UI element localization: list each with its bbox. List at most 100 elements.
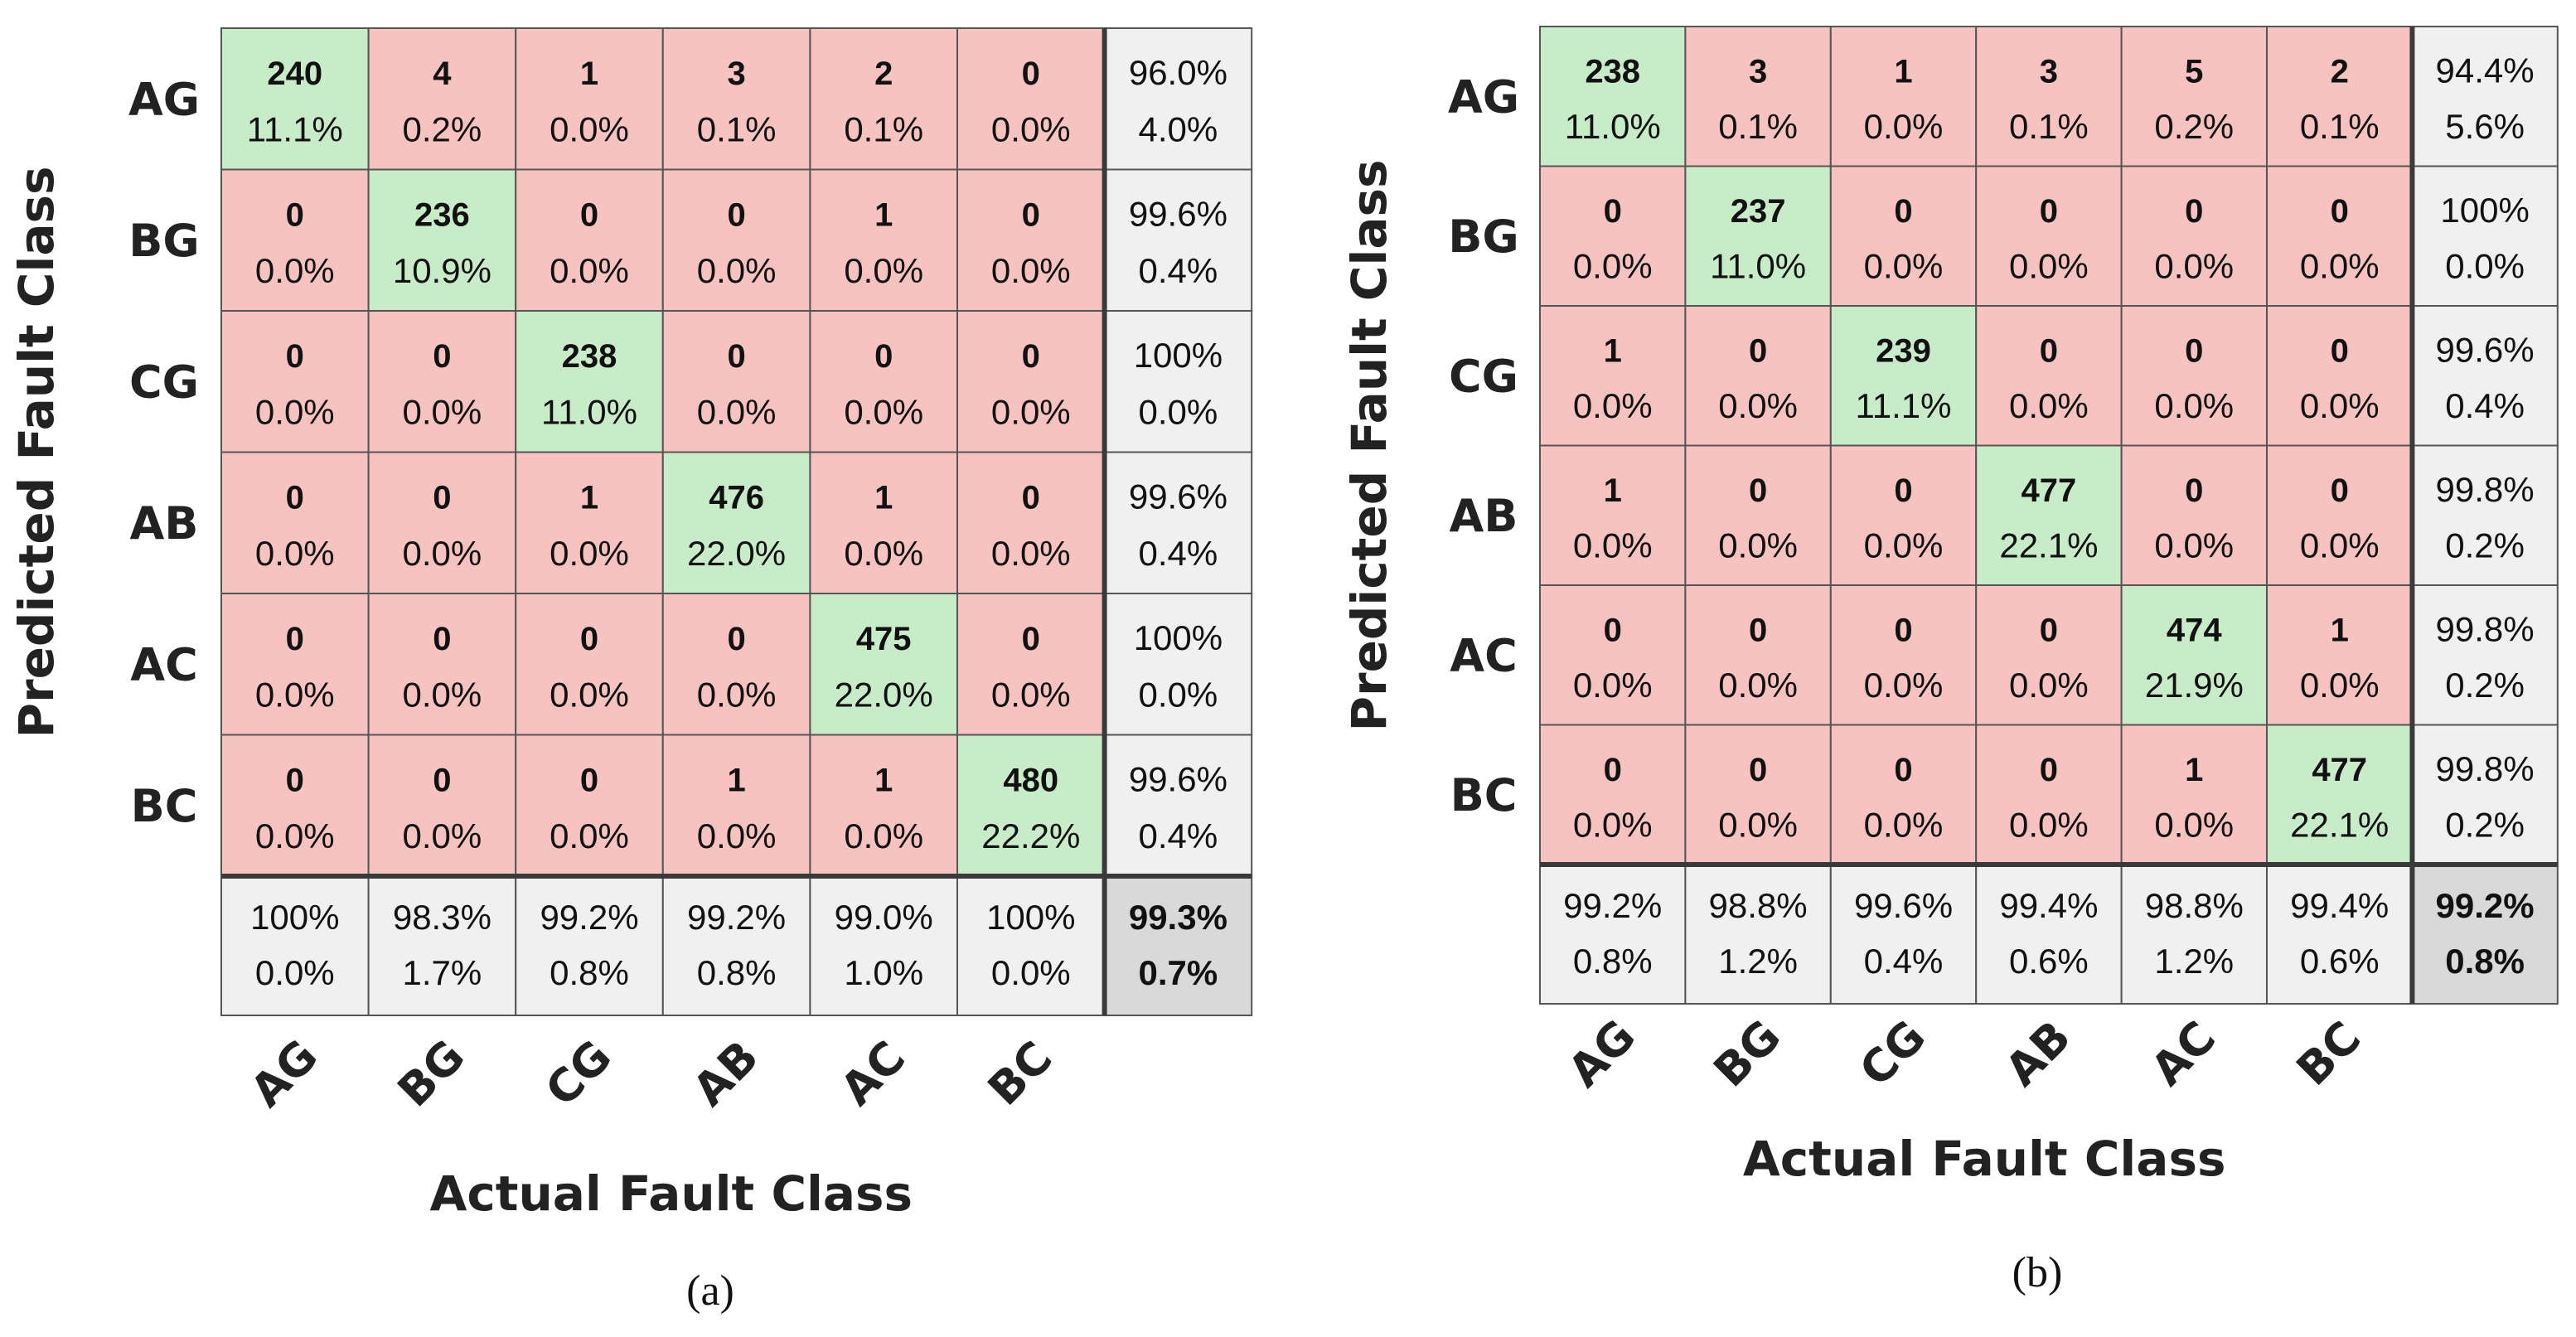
cell-count: 237 xyxy=(1731,193,1786,230)
row-summary-error: 0.4% xyxy=(1139,251,1218,290)
cell-percent: 0.0% xyxy=(2300,666,2380,705)
column-summary-cell xyxy=(2120,864,2269,1005)
cell-percent: 22.1% xyxy=(2290,805,2389,844)
overall-accuracy: 99.2% xyxy=(2436,886,2535,925)
matrix-cell xyxy=(367,27,517,171)
cell-count: 477 xyxy=(2312,752,2367,788)
cell-count: 0 xyxy=(1022,338,1040,375)
cell-percent: 0.0% xyxy=(550,109,629,148)
column-label: CG xyxy=(1849,1010,1935,1097)
cell-percent: 0.0% xyxy=(1573,666,1653,705)
overall-error: 0.8% xyxy=(2445,942,2525,981)
row-summary-error: 4.0% xyxy=(1139,109,1218,148)
column-summary-error: 0.6% xyxy=(2009,942,2089,981)
column-summary-cell xyxy=(1975,864,2123,1005)
column-summary-correct: 98.8% xyxy=(1709,886,1808,925)
row-summary-correct: 99.6% xyxy=(1129,477,1227,516)
cell-count: 477 xyxy=(2022,472,2077,509)
cell-count: 0 xyxy=(1022,56,1040,92)
matrix-cell xyxy=(809,451,959,594)
cell-percent: 22.0% xyxy=(835,675,933,714)
cell-percent: 0.0% xyxy=(255,816,335,855)
cell-percent: 0.1% xyxy=(1718,107,1798,146)
cell-count: 480 xyxy=(1003,763,1058,799)
cell-count: 1 xyxy=(874,763,893,799)
row-summary-error: 0.2% xyxy=(2445,805,2525,844)
matrix-cell xyxy=(367,310,517,453)
matrix-cell xyxy=(1975,724,2123,865)
matrix-cell xyxy=(2266,584,2414,726)
column-summary-error: 0.8% xyxy=(1573,942,1653,981)
cell-count: 0 xyxy=(727,621,745,657)
row-label: AB xyxy=(1450,490,1518,542)
overall-accuracy-cell xyxy=(1103,875,1253,1016)
matrix-cell xyxy=(1684,305,1832,447)
cell-percent: 0.0% xyxy=(255,392,335,431)
column-label: BC xyxy=(2287,1011,2371,1096)
row-summary-error: 0.0% xyxy=(1139,675,1218,714)
column-summary-error: 0.8% xyxy=(550,953,629,992)
matrix-cell xyxy=(1975,305,2123,447)
matrix-cell xyxy=(1975,26,2123,167)
cell-count: 0 xyxy=(1749,752,1767,788)
cell-percent: 0.0% xyxy=(2009,666,2089,705)
matrix-cell xyxy=(1684,26,1832,167)
cell-count: 0 xyxy=(1604,193,1622,230)
row-label: BG xyxy=(1448,211,1518,263)
cell-count: 238 xyxy=(562,338,617,375)
matrix-cell xyxy=(2120,26,2269,167)
cell-count: 1 xyxy=(1604,472,1622,509)
row-summary-correct: 96.0% xyxy=(1129,53,1227,92)
cell-percent: 0.0% xyxy=(844,251,923,290)
matrix-cell xyxy=(2266,26,2414,167)
cell-count: 3 xyxy=(2040,53,2058,90)
matrix-cell xyxy=(1539,165,1687,307)
cell-count: 239 xyxy=(1876,332,1931,369)
row-summary-correct: 99.8% xyxy=(2436,470,2535,509)
row-summary-cell xyxy=(1103,27,1253,171)
matrix-cell xyxy=(956,734,1106,877)
cell-count: 0 xyxy=(2185,193,2203,230)
cell-count: 2 xyxy=(874,56,893,92)
column-label: AB xyxy=(683,1030,768,1116)
cell-percent: 0.0% xyxy=(991,392,1071,431)
matrix-cell xyxy=(515,27,664,171)
row-label: BC xyxy=(1450,769,1518,821)
cell-percent: 10.9% xyxy=(393,251,491,290)
row-summary-cell xyxy=(2411,444,2559,586)
cell-count: 0 xyxy=(2331,193,2349,230)
cell-count: 0 xyxy=(286,763,304,799)
row-summary-correct: 100% xyxy=(1134,618,1223,657)
cell-count: 0 xyxy=(2185,332,2203,369)
cell-count: 1 xyxy=(1894,53,1912,90)
row-summary-cell xyxy=(2411,165,2559,307)
column-summary-error: 1.0% xyxy=(844,953,923,992)
matrix-cell xyxy=(515,310,664,453)
matrix-cell xyxy=(220,451,370,594)
cell-count: 0 xyxy=(1604,612,1622,648)
column-label: AG xyxy=(240,1029,327,1117)
cell-percent: 0.0% xyxy=(550,534,629,573)
row-summary-correct: 99.8% xyxy=(2436,609,2535,648)
cell-percent: 0.0% xyxy=(1718,526,1798,564)
cell-percent: 0.0% xyxy=(697,251,777,290)
matrix-cell xyxy=(809,593,959,736)
column-summary-cell xyxy=(661,875,811,1016)
matrix-cell xyxy=(956,27,1106,171)
row-label: CG xyxy=(129,356,199,409)
cell-count: 0 xyxy=(580,763,598,799)
column-summary-cell xyxy=(1829,864,1978,1005)
cell-count: 1 xyxy=(2185,752,2203,788)
column-label: BG xyxy=(1704,1010,1791,1097)
row-label: AG xyxy=(128,74,200,126)
row-summary-error: 0.0% xyxy=(2445,246,2525,285)
row-label: AC xyxy=(1450,630,1517,682)
matrix-cell xyxy=(661,310,811,453)
column-summary-correct: 99.4% xyxy=(1999,886,2098,925)
cell-count: 0 xyxy=(2040,332,2058,369)
cell-percent: 0.0% xyxy=(2300,246,2380,285)
cell-percent: 0.0% xyxy=(550,675,629,714)
column-summary-correct: 99.4% xyxy=(2290,886,2389,925)
matrix-cell xyxy=(956,168,1106,312)
cell-percent: 0.0% xyxy=(2300,386,2380,425)
